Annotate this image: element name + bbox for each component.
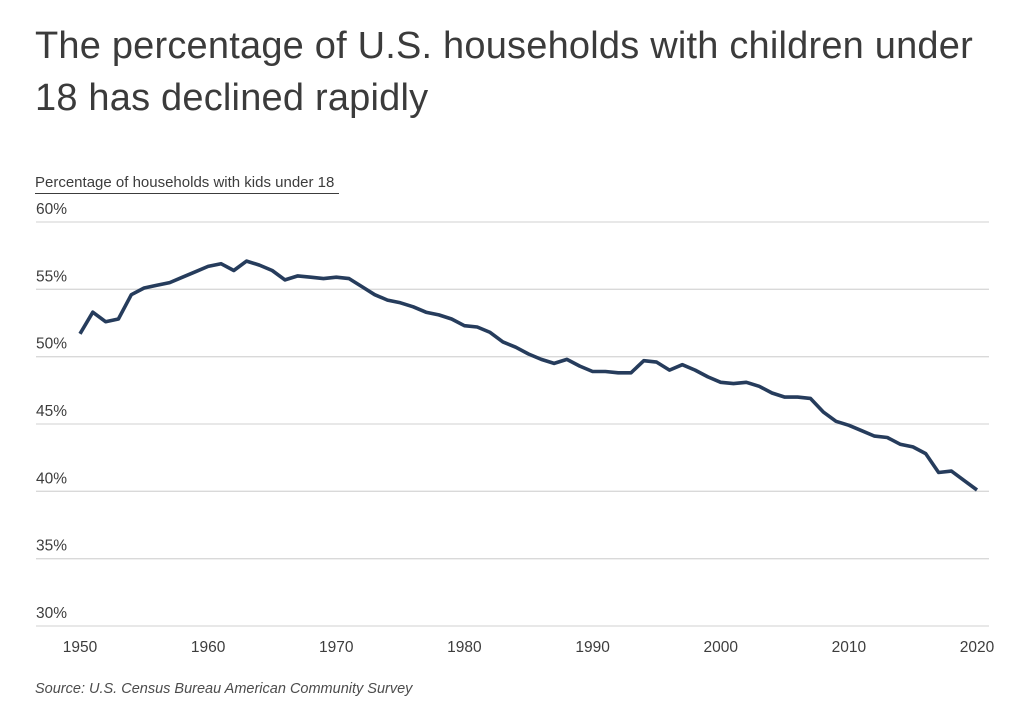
x-tick-label: 2010: [832, 639, 867, 656]
y-tick-label: 60%: [36, 201, 67, 218]
x-tick-label: 1990: [575, 639, 610, 656]
chart-title: The percentage of U.S. households with c…: [35, 25, 973, 120]
x-tick-label: 1980: [447, 639, 482, 656]
y-tick-label: 35%: [36, 538, 67, 555]
x-tick-label: 1970: [319, 639, 354, 656]
y-tick-label: 40%: [36, 470, 67, 487]
y-axis-caption: Percentage of households with kids under…: [35, 174, 340, 194]
x-tick-label: 2000: [703, 639, 738, 656]
trend-line: [78, 259, 979, 492]
source-note: Source: U.S. Census Bureau American Comm…: [35, 681, 413, 697]
x-tick-label: 1960: [191, 639, 226, 656]
y-tick-label: 45%: [36, 403, 67, 420]
x-tick-label: 2020: [960, 639, 995, 656]
line-chart: 30% 35% 40% 45% 50% 55% 60% 1950 1960 1970 1980 199…: [36, 201, 995, 656]
y-tick-label: 55%: [36, 268, 67, 285]
y-tick-label: 30%: [36, 605, 67, 622]
x-tick-label: 1950: [63, 639, 98, 656]
y-tick-label: 50%: [36, 336, 67, 353]
